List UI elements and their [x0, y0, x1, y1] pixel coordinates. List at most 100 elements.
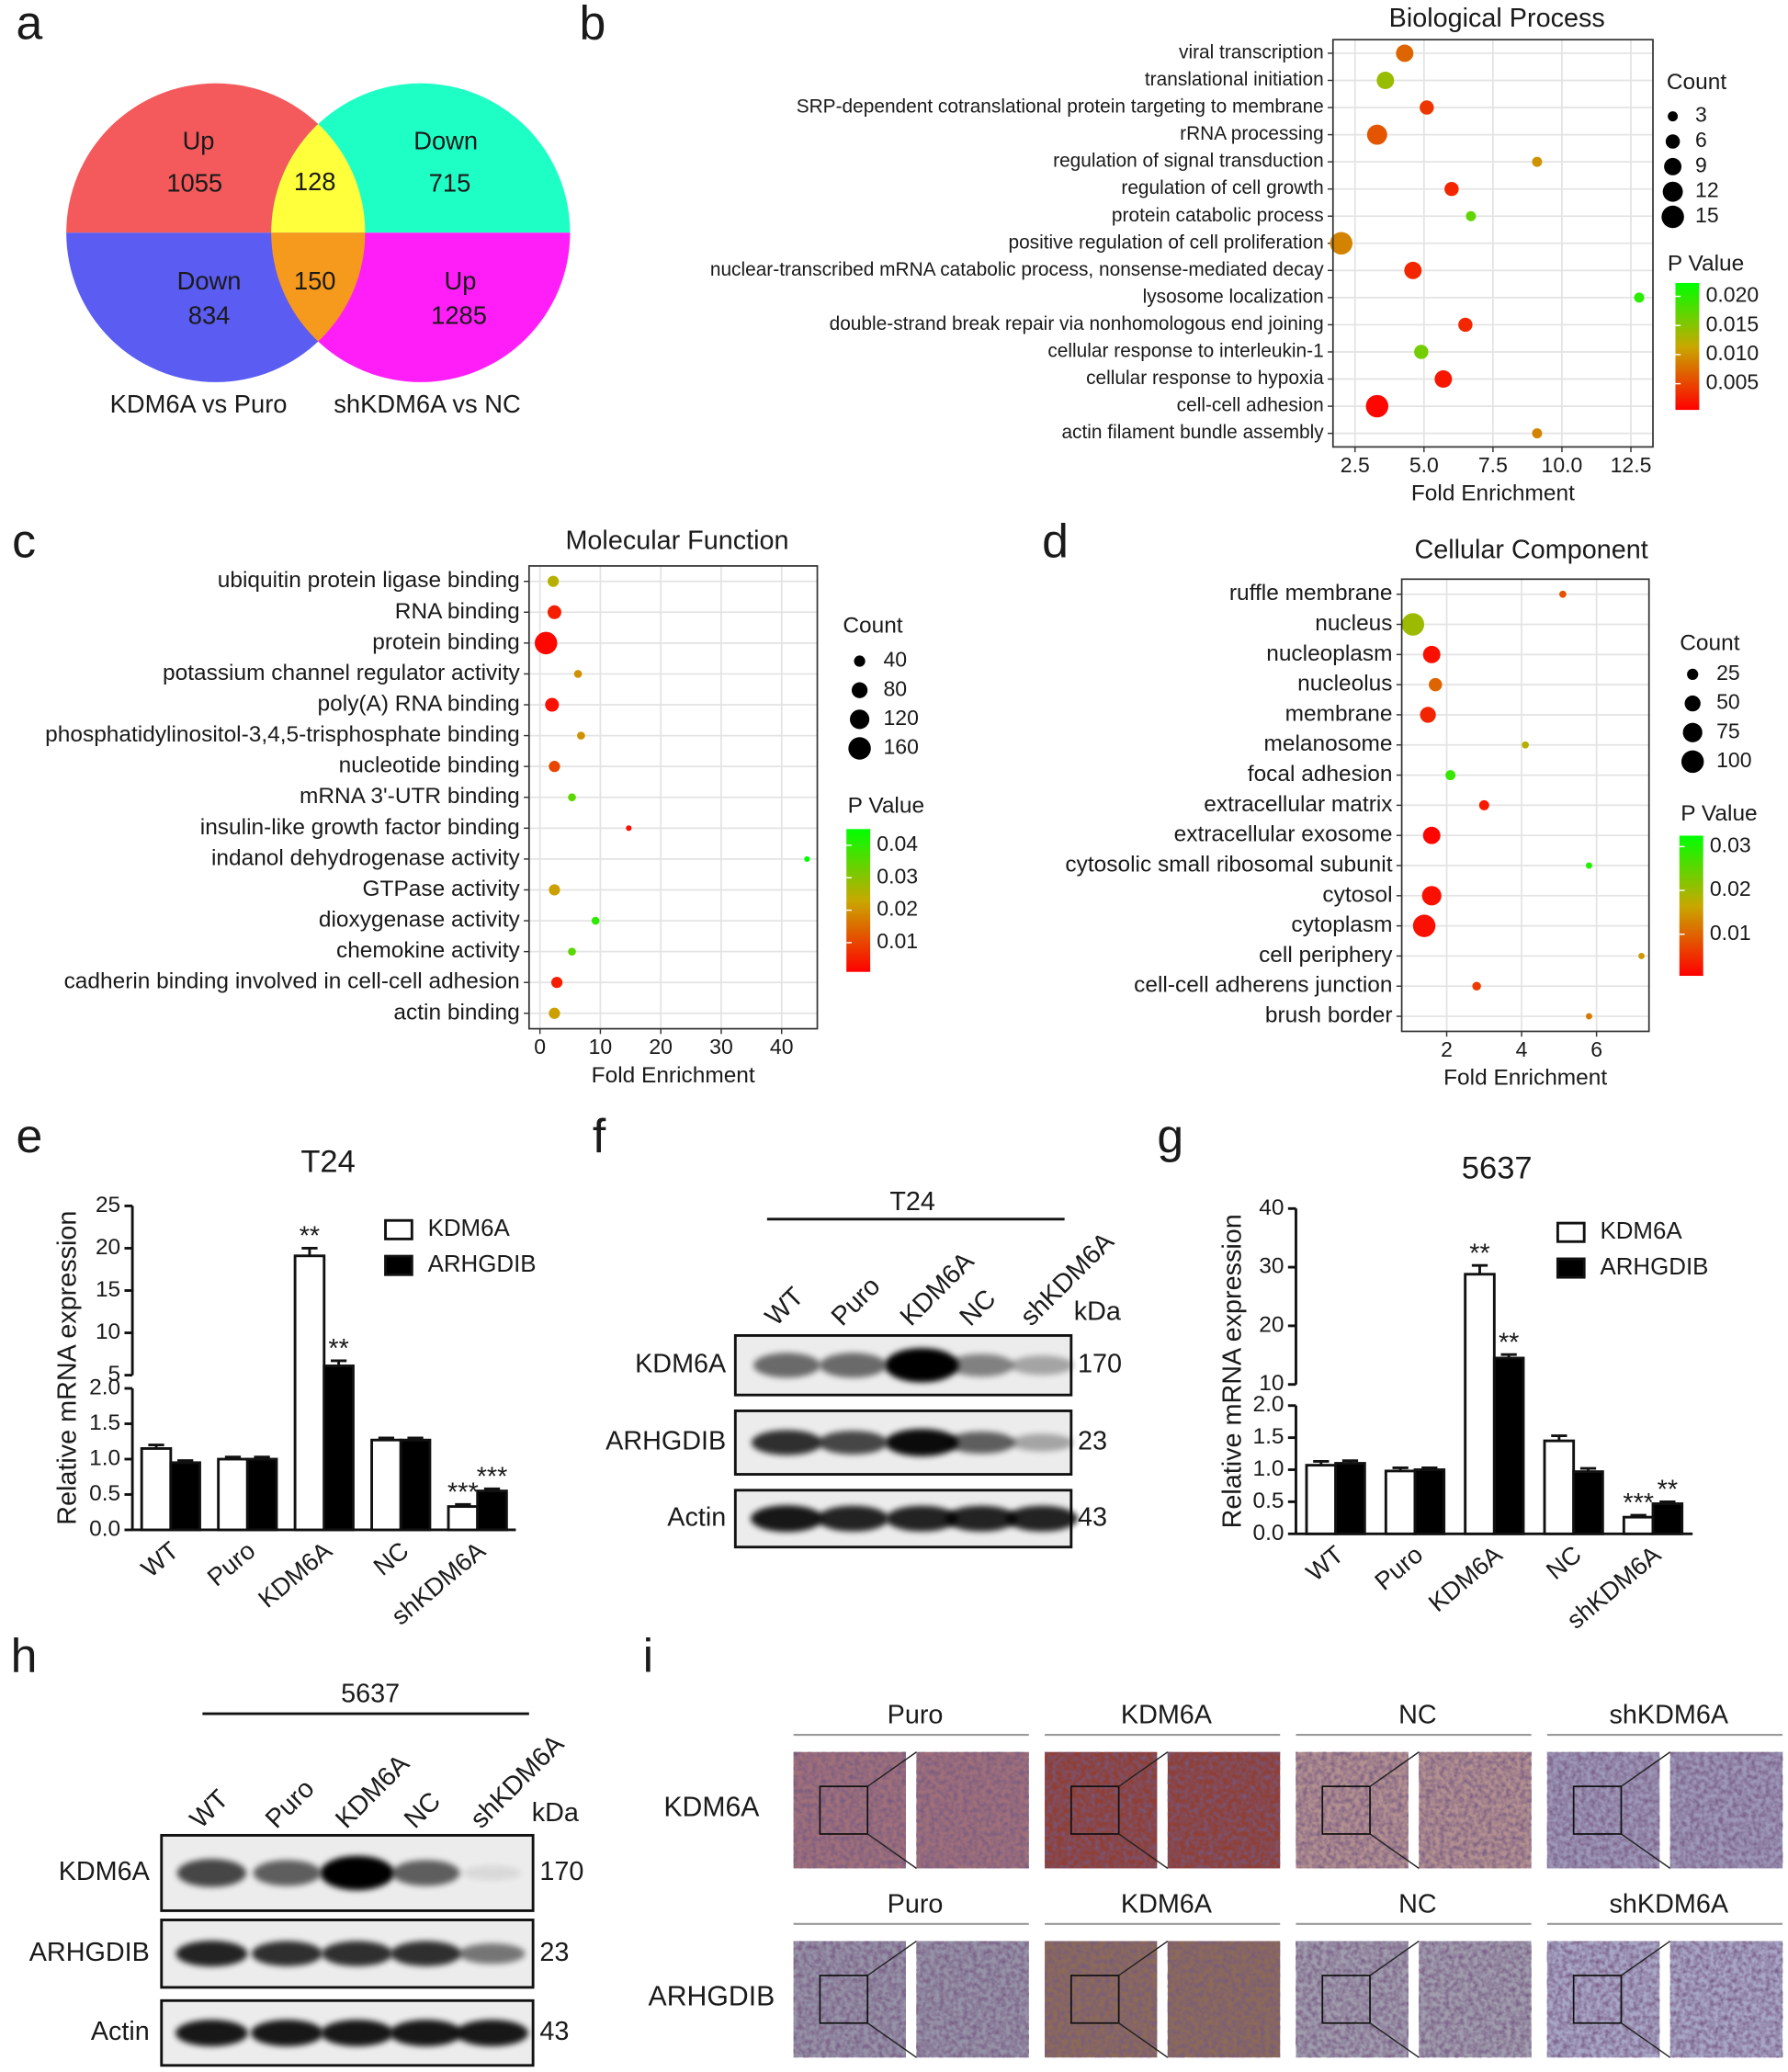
venn-label: Down [177, 266, 242, 295]
blot-band [819, 1353, 887, 1378]
blot-band [885, 1429, 959, 1456]
blot-band [884, 1348, 959, 1383]
legend-label: 12 [1695, 178, 1719, 202]
zoom-line [866, 1751, 917, 1787]
dot [1478, 799, 1489, 810]
venn-set-label: KDM6A vs Puro [110, 390, 288, 418]
chart-title: 5637 [1462, 1151, 1533, 1186]
y-tick-label: 2.0 [89, 1375, 120, 1399]
ihc-texture [1296, 1941, 1409, 2058]
zoom-box [1572, 1975, 1623, 2024]
protein-label: Actin [667, 1502, 726, 1532]
blot-band [462, 1865, 522, 1881]
y-tick-label: 25 [96, 1193, 120, 1217]
x-tick-label: NC [368, 1536, 413, 1581]
lane-label: Puro [826, 1272, 887, 1332]
category-label: viral transcription [1179, 41, 1324, 62]
category-label: lysosome localization [1143, 286, 1324, 307]
ihc-row-label: KDM6A [663, 1793, 760, 1823]
dot [1586, 862, 1592, 869]
y-tick-label: 0.0 [89, 1516, 120, 1541]
error-bar [483, 1487, 501, 1491]
colorbar-label: 0.010 [1706, 341, 1760, 365]
error-bar [177, 1459, 194, 1463]
bar [1305, 1464, 1338, 1535]
bar [293, 1254, 326, 1532]
zoom-box [1321, 1785, 1371, 1835]
dot [568, 793, 576, 802]
legend-swatch [384, 1254, 413, 1276]
category-label: potassium channel regulator activity [163, 661, 521, 685]
y-tick-label: 1.0 [1253, 1456, 1284, 1481]
legend-label: KDM6A [428, 1216, 511, 1241]
zoom-line [1118, 2022, 1169, 2058]
zoom-line [1621, 1833, 1671, 1869]
error-bar [301, 1247, 318, 1256]
blot-band [322, 1941, 393, 1966]
category-label: phosphatidylinositol-3,4,5-trisphosphate… [45, 722, 520, 747]
panel-label: h [11, 1629, 38, 1682]
error-bar [455, 1502, 471, 1507]
zoom-line [866, 1833, 917, 1869]
venn-count: 834 [188, 301, 231, 330]
zoom-line [1621, 2022, 1671, 2058]
legend-label: ARHGDIB [1600, 1254, 1708, 1280]
legend-dot [851, 682, 868, 698]
panel-label: g [1157, 1109, 1183, 1162]
lane-label: WT [760, 1282, 809, 1331]
dot [1444, 181, 1459, 197]
error-bar [1630, 1513, 1647, 1518]
y-axis-label: Relative mRNA expression [53, 1211, 83, 1525]
error-bar [1392, 1466, 1409, 1471]
category-label: extracellular matrix [1204, 792, 1392, 817]
error-bar [1579, 1466, 1597, 1472]
lane-label: KDM6A [330, 1749, 415, 1834]
category-label: translational initiation [1145, 69, 1324, 90]
category-label: cadherin binding involved in cell-cell a… [64, 969, 520, 994]
legend-label: 6 [1695, 128, 1707, 152]
bar [1413, 1468, 1446, 1535]
error-bar [254, 1455, 270, 1459]
bar [140, 1447, 173, 1532]
panel-label: c [12, 515, 36, 568]
zoom-box [819, 1785, 869, 1835]
panel-label: d [1042, 515, 1069, 568]
colorbar-label: 0.01 [877, 929, 918, 953]
category-label: brush border [1265, 1003, 1393, 1028]
zoom-line [1118, 1751, 1169, 1787]
bar [370, 1438, 402, 1532]
legend-label: 40 [883, 648, 907, 672]
kda-label: 23 [539, 1938, 569, 1967]
blot-band [251, 1941, 323, 1966]
category-label: dioxygenase activity [319, 908, 521, 933]
dot [548, 575, 560, 587]
category-label: rRNA processing [1180, 123, 1324, 144]
blot-band [456, 2020, 528, 2046]
legend-swatch [1556, 1221, 1586, 1243]
chart-title: T24 [300, 1144, 355, 1179]
colorbar [846, 829, 871, 972]
category-label: indanol dehydrogenase activity [211, 845, 521, 870]
ihc-texture [1546, 1751, 1660, 1869]
dot [1429, 677, 1443, 692]
ihc-texture [793, 1751, 906, 1869]
x-tick-label: 40 [770, 1035, 794, 1059]
blot-band [175, 2020, 248, 2046]
x-tick-label: Puro [1369, 1540, 1428, 1596]
legend-dot [849, 709, 870, 730]
category-label: cell-cell adhesion [1177, 395, 1324, 416]
x-tick-label: WT [136, 1535, 185, 1582]
y-tick-label: 20 [1259, 1312, 1284, 1337]
blot-band [818, 1431, 888, 1455]
protein-label: KDM6A [635, 1349, 727, 1378]
category-label: actin binding [393, 1000, 519, 1025]
dot [573, 670, 583, 678]
dot [549, 761, 560, 773]
y-tick-label: 1.0 [89, 1445, 120, 1470]
colorbar-label: 0.01 [1710, 921, 1751, 945]
y-axis-label: Relative mRNA expression [1217, 1214, 1247, 1528]
blot-band [176, 1859, 247, 1887]
venn-label: Up [445, 266, 477, 295]
bar [1464, 1273, 1496, 1535]
legend-label: 80 [883, 676, 907, 700]
